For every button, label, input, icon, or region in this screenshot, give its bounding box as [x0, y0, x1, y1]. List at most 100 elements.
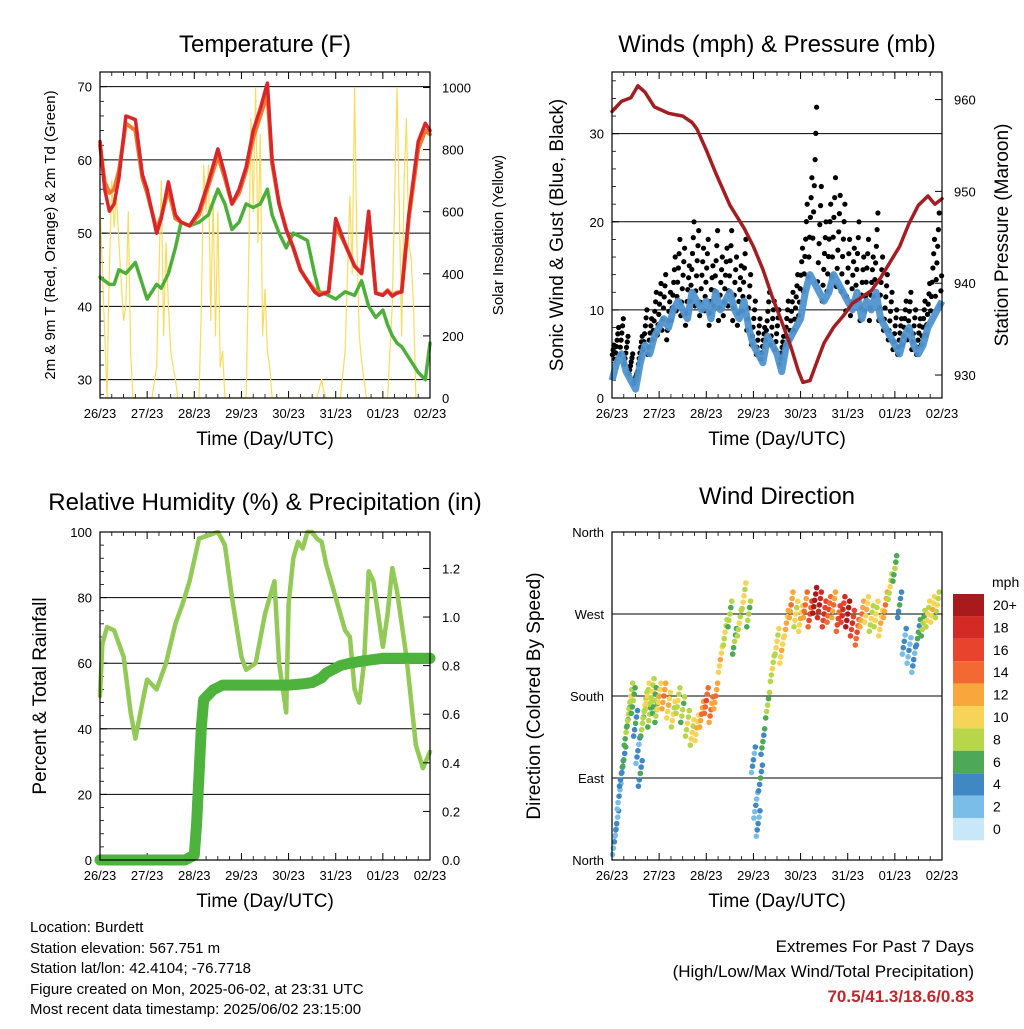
- direction-point: [736, 620, 743, 626]
- direction-point: [638, 764, 644, 770]
- direction-point: [658, 680, 664, 686]
- direction-point: [722, 629, 728, 635]
- x-tick-label: 26/23: [596, 868, 629, 883]
- gust-point: [699, 272, 705, 278]
- direction-point: [731, 638, 738, 645]
- direction-point: [728, 598, 735, 604]
- direction-point: [634, 754, 640, 760]
- direction-point: [905, 654, 911, 660]
- gust-point: [784, 315, 790, 322]
- x-tick-label: 29/23: [225, 406, 258, 421]
- direction-point: [909, 669, 915, 676]
- gust-point: [931, 236, 938, 242]
- gust-point: [722, 286, 728, 292]
- gust-point: [672, 254, 678, 260]
- gust-point: [737, 287, 743, 293]
- gust-point: [933, 277, 939, 283]
- legend-label: 8: [993, 731, 1001, 747]
- y-tick-label: North: [572, 853, 604, 868]
- direction-point: [900, 644, 907, 651]
- direction-point: [655, 699, 661, 706]
- direction-point: [897, 595, 904, 602]
- y2-tick-label: 0: [442, 391, 449, 406]
- gust-point: [808, 195, 814, 201]
- y-tick-label: 60: [78, 153, 92, 168]
- direction-point: [668, 724, 675, 730]
- x-tick-label: 31/23: [319, 406, 352, 421]
- direction-point: [794, 598, 801, 604]
- direction-point: [885, 596, 892, 603]
- gust-point: [859, 279, 865, 285]
- gust-point: [770, 315, 776, 322]
- direction-point: [676, 691, 682, 697]
- gust-point: [825, 253, 832, 260]
- legend-label: 18: [993, 619, 1009, 635]
- plot-border: [611, 531, 943, 861]
- direction-point: [840, 606, 846, 613]
- direction-point: [927, 619, 934, 625]
- gust-point: [657, 291, 663, 297]
- direction-point: [906, 647, 912, 654]
- legend-label: 20+: [993, 597, 1017, 613]
- y2-tick-label: 200: [442, 329, 464, 344]
- gust-point: [822, 235, 828, 241]
- direction-point: [911, 650, 918, 656]
- direction-point: [755, 788, 762, 794]
- direction-point: [901, 638, 908, 645]
- gust-point: [893, 315, 899, 321]
- rh-series: [97, 529, 433, 771]
- direction-point: [811, 603, 817, 610]
- direction-point: [865, 593, 872, 600]
- direction-point: [853, 635, 859, 642]
- gust-point: [892, 323, 898, 329]
- gust-point: [788, 308, 795, 314]
- gust-point: [865, 251, 871, 257]
- direction-point: [761, 732, 767, 738]
- direction-point: [629, 680, 636, 686]
- gust-point: [802, 253, 808, 260]
- direction-point: [895, 608, 902, 615]
- y2-axis-label: Station Pressure (Maroon): [992, 124, 1013, 347]
- gust-point: [620, 316, 626, 322]
- gust-point: [755, 337, 761, 343]
- direction-point: [778, 647, 785, 654]
- direction-point: [747, 598, 754, 604]
- direction-point: [845, 604, 852, 611]
- gust-point: [675, 265, 682, 271]
- direction-point: [740, 599, 746, 605]
- direction-point: [635, 783, 642, 789]
- gust-point: [911, 323, 917, 329]
- gust-point: [815, 260, 821, 266]
- figure-created: Figure created on Mon, 2025-06-02, at 23…: [30, 980, 364, 998]
- gust-point: [675, 279, 681, 285]
- direction-point: [781, 633, 788, 639]
- direction-point: [667, 689, 674, 696]
- legend-swatch: [953, 795, 984, 818]
- gust-point: [618, 337, 624, 343]
- y2-tick-label: 800: [442, 143, 464, 158]
- direction-point: [852, 642, 859, 648]
- y2-tick-label: 1000: [442, 81, 471, 96]
- gust-point: [630, 351, 636, 357]
- gust-point: [671, 267, 678, 273]
- x-tick-label: 26/23: [596, 406, 629, 421]
- direction-point: [805, 624, 811, 630]
- extremes-subtitle: (High/Low/Max Wind/Total Precipitation): [672, 962, 974, 981]
- direction-point: [622, 736, 628, 742]
- direction-point: [843, 624, 849, 630]
- gust-point: [829, 254, 836, 260]
- direction-point: [754, 827, 760, 833]
- direction-point: [775, 632, 781, 638]
- gust-point: [693, 273, 700, 279]
- chart-title: Temperature (F): [179, 31, 351, 58]
- direction-point: [624, 717, 631, 724]
- direction-point: [758, 751, 764, 758]
- legend-swatch: [953, 728, 984, 751]
- direction-point: [786, 614, 793, 621]
- direction-point: [619, 769, 625, 776]
- direction-point: [789, 595, 795, 602]
- direction-point: [750, 757, 757, 763]
- gust-point: [865, 236, 872, 242]
- y-tick-label: 40: [78, 299, 92, 314]
- direction-point: [720, 642, 727, 648]
